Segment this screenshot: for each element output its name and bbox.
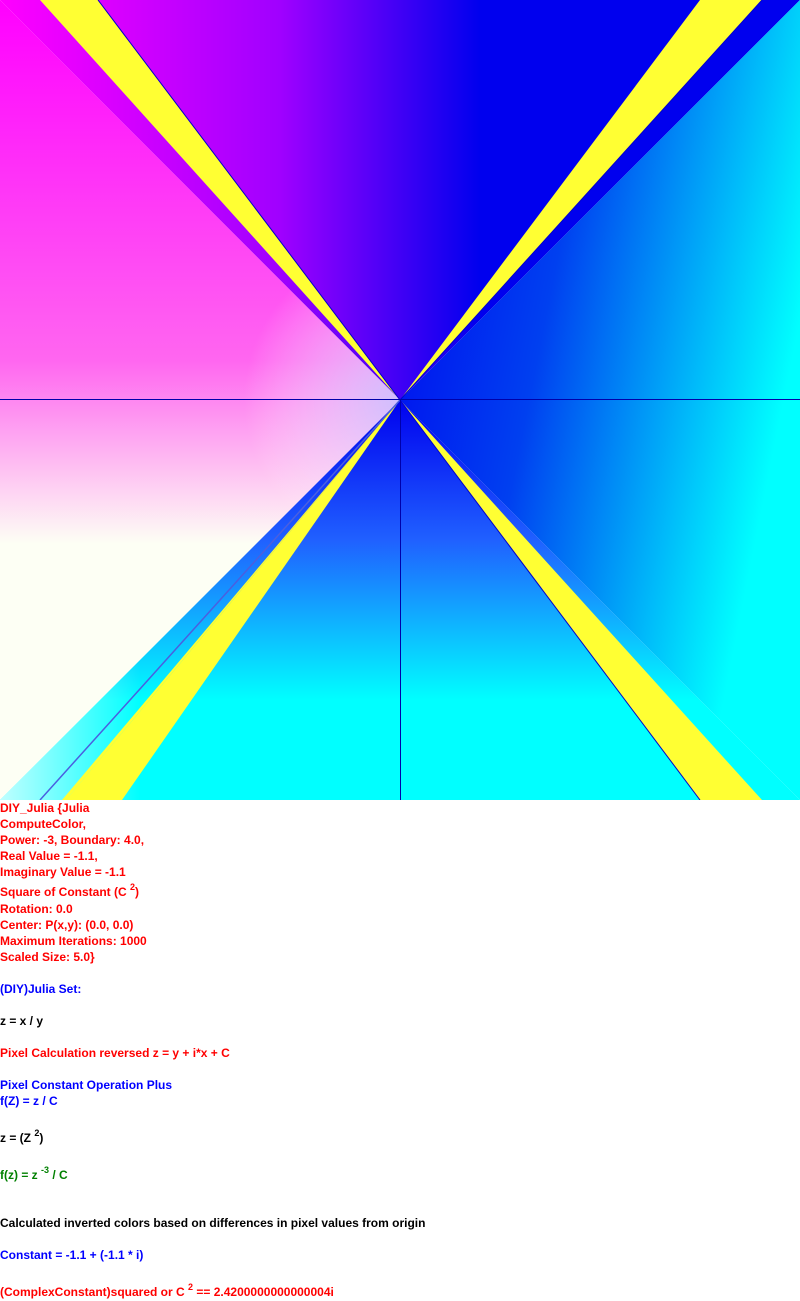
yellow-spike-bottom-right <box>400 400 762 800</box>
info-max-iterations: Maximum Iterations: 1000 <box>0 934 147 948</box>
spike-edge-line <box>97 0 401 401</box>
info-title: DIY_Julia {Julia <box>0 801 90 815</box>
info-rotation: Rotation: 0.0 <box>0 902 73 916</box>
info-square-constant: Square of Constant (C 2) <box>0 882 140 899</box>
info-real-value: Real Value = -1.1, <box>0 849 98 863</box>
info-fz-power: f(z) = z -3 / C <box>0 1165 68 1182</box>
fractal-info-panel: DIY_Julia {Julia ComputeColor, Power: -3… <box>0 800 800 1300</box>
info-z-squared: z = (Z 2) <box>0 1128 44 1145</box>
spike-edge-line <box>399 399 701 800</box>
info-scaled-size: Scaled Size: 5.0} <box>0 950 95 964</box>
julia-set-render <box>0 0 800 800</box>
info-constant-operation: Pixel Constant Operation Plus <box>0 1078 173 1092</box>
info-fz-formula: f(Z) = z / C <box>0 1094 58 1108</box>
spike-edge-line <box>399 0 763 401</box>
info-z-formula: z = x / y <box>0 1014 44 1028</box>
info-constant-squared: (ComplexConstant)squared or C 2 == 2.420… <box>0 1282 334 1299</box>
info-inverted-colors: Calculated inverted colors based on diff… <box>0 1216 426 1230</box>
info-julia-set-heading: (DIY)Julia Set: <box>0 982 82 996</box>
info-compute-color: ComputeColor, <box>0 817 86 831</box>
bottom-wedge-left-fade <box>0 400 400 800</box>
yellow-spike-bottom-left-wide <box>66 400 400 800</box>
info-pixel-calculation: Pixel Calculation reversed z = y + i*x +… <box>0 1046 230 1060</box>
info-center: Center: P(x,y): (0.0, 0.0) <box>0 918 134 932</box>
yellow-spike-top-left <box>40 0 400 400</box>
info-power-boundary: Power: -3, Boundary: 4.0, <box>0 833 145 847</box>
top-wedge <box>0 0 800 400</box>
spike-edge-line <box>39 399 401 800</box>
info-imaginary-value: Imaginary Value = -1.1 <box>0 865 126 879</box>
info-constant-value: Constant = -1.1 + (-1.1 * i) <box>0 1248 144 1262</box>
